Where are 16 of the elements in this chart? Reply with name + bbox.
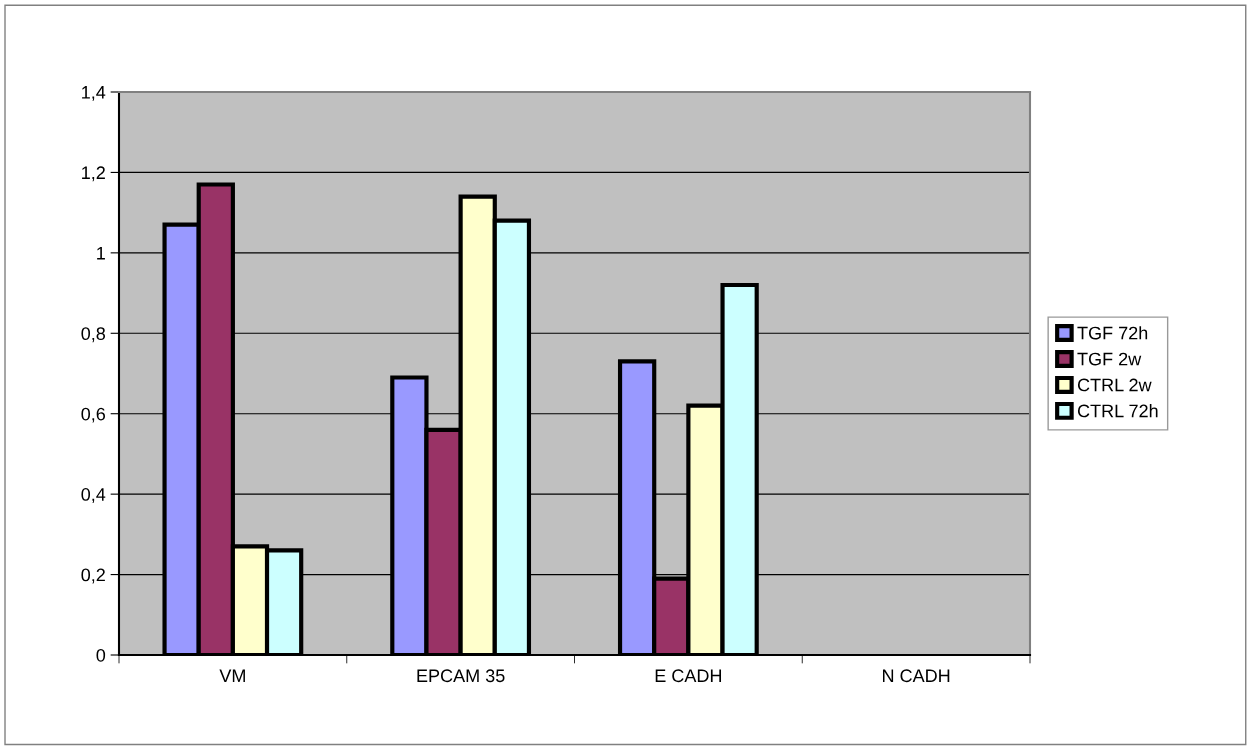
- y-tick-label: 0,2: [81, 568, 105, 584]
- y-tick-label: 0,8: [81, 327, 106, 343]
- legend-label: CTRL 2w: [1077, 378, 1152, 392]
- x-tick-label: N CADH: [883, 669, 950, 683]
- y-tick-label: 0: [96, 648, 106, 662]
- x-tick-label: EPCAM 35: [417, 669, 505, 683]
- legend-label: CTRL 72h: [1077, 404, 1158, 418]
- y-tick-label: 0,6: [81, 407, 106, 423]
- legend-label: TGF 2w: [1077, 352, 1142, 366]
- y-tick-label: 1: [97, 246, 105, 260]
- legend-label: TGF 72h: [1077, 326, 1148, 340]
- x-tick-label: E CADH: [655, 669, 722, 683]
- y-tick-label: 1,4: [82, 86, 106, 101]
- x-tick-label: VM: [219, 669, 245, 682]
- y-tick-label: 0,4: [81, 488, 106, 503]
- y-tick-label: 1,2: [82, 166, 105, 182]
